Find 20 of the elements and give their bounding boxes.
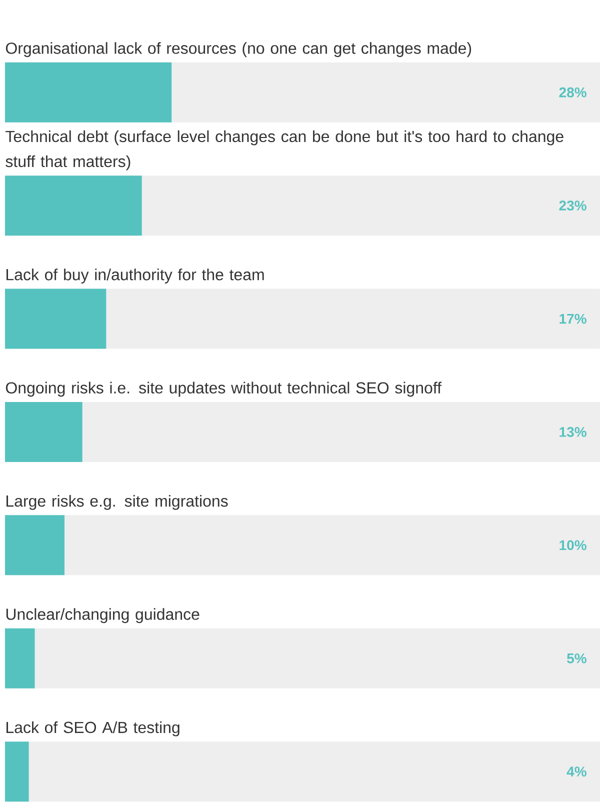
data-label: 5% [566,653,586,664]
data-label: 13% [560,427,586,437]
y-tick-label: Large risks e.g. site migrations [6,494,228,510]
bar [5,402,82,462]
y-tick-label: Ongoing risks i.e. site updates without technical SEO signoff [6,382,442,397]
y-tick-label: Unclear/changing guidance [6,608,200,624]
y-tick-label: Organisational lack of resources (no one can get changes made) [6,42,472,58]
y-tick-label: Lack of SEO A/B testing [6,721,180,736]
bar [5,515,64,576]
bar [5,742,29,802]
data-label: 28% [559,87,586,98]
data-label: 17% [560,314,586,324]
data-label: 23% [559,200,586,211]
bar [5,288,106,349]
bar [5,176,142,236]
bar [5,628,35,688]
y-tick-label: Lack of buy in/authority for the team [6,268,264,284]
y-tick-label: Technical debt (surface level changes can be done but it's too hard to change stuff that matters) [6,130,564,170]
data-label: 10% [560,540,586,550]
data-label: 4% [566,766,586,777]
